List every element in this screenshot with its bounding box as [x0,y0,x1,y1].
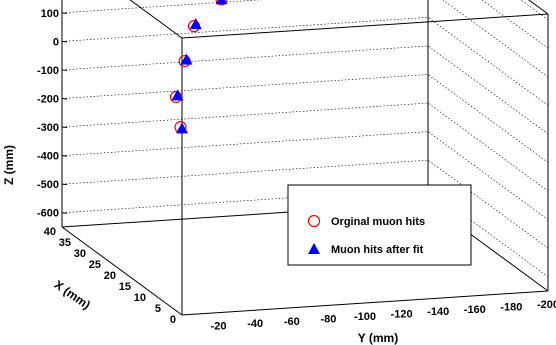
series-fit-hits [171,0,228,134]
y-tick-label: -80 [320,313,336,325]
y-tick-label: -140 [427,306,449,318]
plot-frame [61,0,549,316]
z-tick-label: -400 [37,151,59,163]
z-tick-label: -100 [37,65,59,77]
z-gridline [61,45,549,135]
fit-hit-point [176,122,188,134]
y-tick-labels: -20 -40 -60 -80 -100 -120 -140 -160 -180 -200 [211,299,556,333]
z-tick-labels: 3002001000-100-200-300-400-500-600 [37,8,68,220]
fit-hit-point [180,53,193,65]
frame-edge [181,290,549,316]
x-tick-label: 30 [74,248,86,260]
y-tick-label: -180 [500,301,522,313]
z-axis-title: Z (mm) [2,145,16,185]
z-tick-mark [61,12,68,14]
z-gridline [61,188,549,277]
legend-label-fit: Muon hits after fit [331,244,424,256]
original-hit-point [215,0,228,6]
z-tick-mark [61,97,68,100]
frame-edge [181,13,549,39]
fit-hit-point [215,0,228,5]
z-gridline [61,159,549,249]
z-tick-mark [61,40,68,43]
z-tick-mark [61,155,68,157]
z-tick-label: 100 [41,8,59,20]
legend-label-original: Orginal muon hits [331,216,425,228]
x-tick-label: 5 [155,303,161,315]
fit-hit-point [189,18,202,30]
fit-hit-point [171,89,184,101]
z-gridlines [61,0,549,277]
x-tick-label: 10 [134,292,146,304]
y-tick-label: -100 [354,311,376,323]
z-tick-label: -500 [37,179,59,191]
x-tick-label: 20 [104,270,116,282]
z-gridline [61,17,549,106]
y-tick-label: -200 [537,299,556,311]
z-tick-mark [61,126,68,129]
x-tick-label: 25 [89,259,101,271]
y-tick-label: -160 [464,304,486,316]
z-tick-mark [61,212,68,214]
y-tick-label: -60 [284,316,300,328]
z-tick-label: -600 [37,208,59,220]
legend-marker-original [307,214,321,228]
y-tick-label: -120 [391,309,413,321]
z-gridline [61,131,549,220]
z-gridline [481,0,549,49]
x-tick-label: 0 [170,314,176,326]
z-tick-mark [61,69,68,71]
z-tick-mark [61,183,68,186]
x-tick-label: 35 [59,237,71,249]
x-axis-title: X (mm) [52,277,93,312]
x-tick-label: 15 [119,281,131,293]
y-tick-label: -20 [211,321,227,333]
legend: Orginal muon hits Muon hits after fit [287,184,472,266]
z-tick-label: 0 [53,36,59,48]
z-tick-label: -200 [37,93,59,105]
frame-edge [129,0,183,39]
y-tick-label: -40 [247,318,263,330]
z-gridline [61,74,549,163]
x-tick-label: 40 [44,226,56,238]
frame-edge [61,226,183,316]
z-gridline [61,0,549,78]
z-gridline [61,102,549,192]
y-axis-title: Y (mm) [358,331,398,345]
z-tick-label: -300 [37,122,59,134]
legend-marker-fit [308,243,320,254]
